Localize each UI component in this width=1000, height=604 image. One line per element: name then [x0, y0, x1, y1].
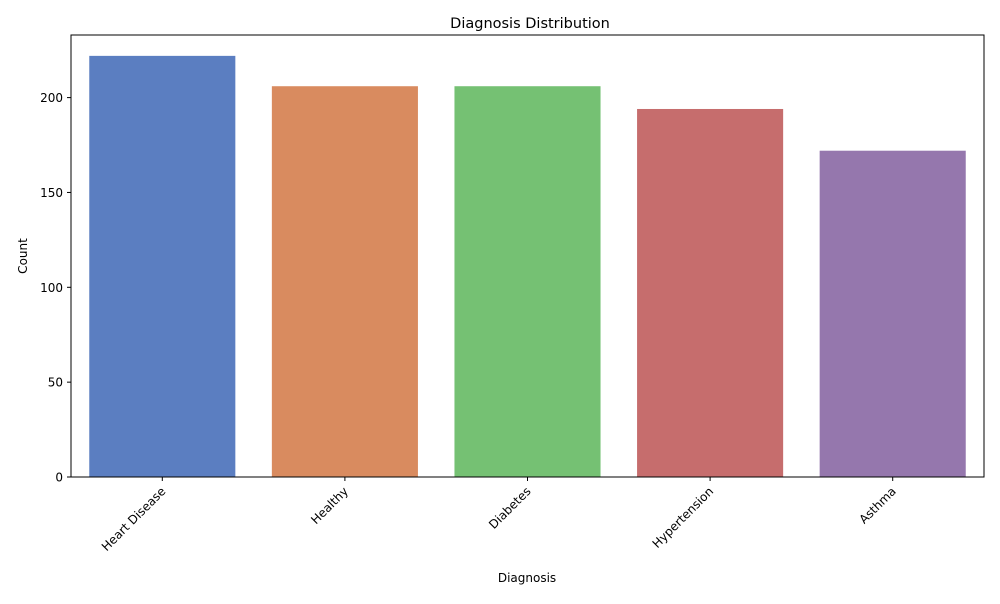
y-tick-label: 100 [40, 281, 63, 295]
bar-heart-disease [89, 55, 236, 478]
x-tick-label: Asthma [857, 484, 899, 526]
bar-asthma [819, 150, 966, 477]
y-tick-label: 150 [40, 186, 63, 200]
plot-area: 0 50 100 150 200 Heart Disease Healthy Diabetes… [40, 34, 985, 554]
y-tick-label: 50 [48, 376, 63, 390]
x-axis-label: Diagnosis [498, 571, 556, 585]
x-tick-label: Hypertension [650, 484, 717, 551]
y-tick-label: 0 [55, 471, 63, 485]
x-tick-label: Healthy [308, 484, 351, 527]
bar-healthy [271, 86, 418, 478]
chart-title: Diagnosis Distribution [450, 16, 610, 32]
x-tick-label: Diabetes [486, 484, 534, 532]
x-tick-label: Heart Disease [99, 484, 169, 554]
bar-hypertension [637, 108, 784, 477]
y-tick-label: 200 [40, 91, 63, 105]
y-axis-label: Count [16, 238, 30, 274]
axes-frame [70, 34, 985, 478]
bar-diabetes [454, 86, 601, 478]
